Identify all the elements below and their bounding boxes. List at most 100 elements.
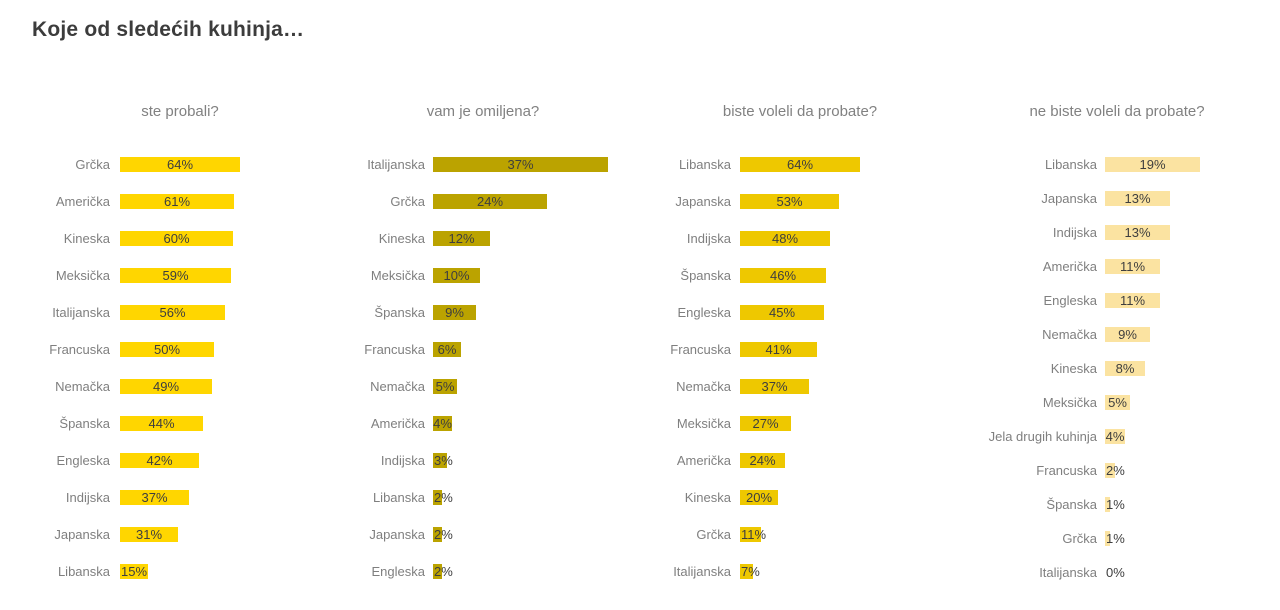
category-label: Indijska xyxy=(1052,224,1097,240)
bar-track: 19% xyxy=(1105,156,1262,172)
bar xyxy=(433,453,447,468)
category-label: Engleska xyxy=(56,453,110,468)
bar-value-label: 3% xyxy=(434,453,453,468)
bar-track: 12% xyxy=(433,231,626,246)
bar-track: 3% xyxy=(433,453,626,468)
chart-panel-dont-want: ne biste voleli da probate? Libanska 19% J… xyxy=(972,0,1262,610)
bar-value-label: 1% xyxy=(1106,530,1125,546)
bar-value-label: 12% xyxy=(448,231,475,246)
bar-row: Nemačka 37% xyxy=(645,368,955,405)
bar xyxy=(120,194,234,209)
bar-rows-want-to-try: Libanska 64% Japanska 53% Indijska 48% Španska… xyxy=(645,146,955,590)
bar xyxy=(740,379,809,394)
bar-track: 37% xyxy=(433,157,626,172)
bar-track: 5% xyxy=(1105,394,1262,410)
bar-value-label: 60% xyxy=(163,231,190,246)
bar-row: Meksička 5% xyxy=(972,385,1262,419)
category-label: Meksička xyxy=(370,268,425,283)
bar-value-label: 61% xyxy=(163,194,191,209)
bar-track: 24% xyxy=(433,194,626,209)
bar-value-label: 59% xyxy=(162,268,189,283)
bar-row: Engleska 45% xyxy=(645,294,955,331)
bar xyxy=(1105,156,1200,172)
bar-track: 56% xyxy=(120,305,330,320)
bar-value-label: 9% xyxy=(445,305,464,320)
bar-row: Grčka 11% xyxy=(645,516,955,553)
bar-row: Italijanska 56% xyxy=(30,294,330,331)
category-label: Jela drugih kuhinja xyxy=(988,428,1097,444)
bar-track: 49% xyxy=(120,379,330,394)
bar-track: 44% xyxy=(120,416,330,431)
category-label: Francuska xyxy=(670,342,731,357)
bar-value-label: 6% xyxy=(437,342,457,357)
bar-value-label: 37% xyxy=(141,490,168,505)
bar-row: Meksička 10% xyxy=(340,257,626,294)
bar-value-label: 2% xyxy=(434,527,453,542)
category-label: Japanska xyxy=(1041,190,1097,206)
bar-row: Grčka 1% xyxy=(972,521,1262,555)
bar-row: Italijanska 7% xyxy=(645,553,955,590)
bar-value-label: 20% xyxy=(745,490,773,505)
bar-row: Indijska 13% xyxy=(972,215,1262,249)
bar xyxy=(1105,190,1170,206)
bar-value-label: 31% xyxy=(135,527,163,542)
category-label: Libanska xyxy=(1044,156,1097,172)
category-label: Nemačka xyxy=(1042,326,1097,342)
chart-panel-favorite: vam je omiljena? Italijanska 37% Grčka 24% K… xyxy=(340,0,626,610)
bar-value-label: 37% xyxy=(507,157,534,172)
chart-panel-want-to-try: biste voleli da probate? Libanska 64% Japa… xyxy=(645,0,955,610)
bar-value-label: 41% xyxy=(765,342,792,357)
bar xyxy=(433,194,547,209)
bar xyxy=(433,305,476,320)
bar-track: 8% xyxy=(1105,360,1262,376)
bar xyxy=(1105,428,1125,444)
bar xyxy=(433,231,490,246)
category-label: Engleska xyxy=(1043,292,1097,308)
bar-rows-favorite: Italijanska 37% Grčka 24% Kineska 12% Meksička… xyxy=(340,146,626,590)
bar-rows-dont-want: Libanska 19% Japanska 13% Indijska 13% Američk… xyxy=(972,147,1262,589)
category-label: Francuska xyxy=(364,342,425,357)
bar xyxy=(1105,394,1130,410)
bar-row: Meksička 27% xyxy=(645,405,955,442)
bar-row: Španska 44% xyxy=(30,405,330,442)
bar-track: 1% xyxy=(1105,530,1262,546)
bar-value-label: 56% xyxy=(159,305,186,320)
bar xyxy=(740,490,778,505)
bar-track: 9% xyxy=(1105,326,1262,342)
bar-row: Nemačka 5% xyxy=(340,368,626,405)
bar-value-label: 0% xyxy=(1106,564,1125,580)
bar-value-label: 24% xyxy=(749,453,776,468)
chart-title-dont-want: ne biste voleli da probate? xyxy=(1029,103,1205,120)
bar-row: Indijska 48% xyxy=(645,220,955,257)
category-label: Američka xyxy=(1042,258,1097,274)
bar-track: 24% xyxy=(740,453,955,468)
category-label: Kineska xyxy=(1050,360,1097,376)
category-label: Indijska xyxy=(686,231,731,246)
category-label: Kineska xyxy=(684,490,731,505)
bar-track: 37% xyxy=(740,379,955,394)
bar-track: 2% xyxy=(433,527,626,542)
bar-track: 48% xyxy=(740,231,955,246)
category-label: Libanska xyxy=(57,564,110,579)
category-label: Kineska xyxy=(378,231,425,246)
bar-track: 9% xyxy=(433,305,626,320)
bar-track: 2% xyxy=(1105,462,1262,478)
bar xyxy=(433,416,452,431)
bar-row: Kineska 60% xyxy=(30,220,330,257)
bar-value-label: 5% xyxy=(1108,394,1127,410)
bar-track: 41% xyxy=(740,342,955,357)
bar xyxy=(120,490,189,505)
bar xyxy=(120,416,203,431)
category-label: Italijanska xyxy=(673,564,731,579)
bar-value-label: 4% xyxy=(433,416,452,431)
category-label: Američka xyxy=(55,194,110,209)
bar-row: Grčka 24% xyxy=(340,183,626,220)
bar-value-label: 50% xyxy=(153,342,181,357)
chart-title-tried: ste probali? xyxy=(141,103,219,120)
bar xyxy=(740,342,817,357)
bar xyxy=(740,157,860,172)
category-label: Američka xyxy=(676,453,731,468)
category-label: Japanska xyxy=(675,194,731,209)
bar-track: 42% xyxy=(120,453,330,468)
